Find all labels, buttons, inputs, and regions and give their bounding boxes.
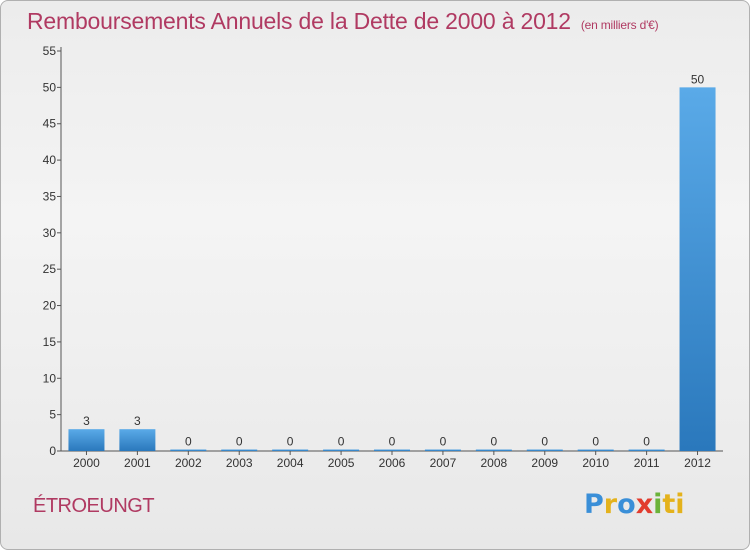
x-tick-label: 2003 (226, 456, 253, 470)
x-tick-label: 2010 (582, 456, 609, 470)
bar-value-label: 3 (83, 414, 90, 428)
bar (170, 449, 207, 451)
x-tick-label: 2012 (684, 456, 711, 470)
logo-letter: ti (662, 489, 685, 520)
x-tick-label: 2008 (480, 456, 507, 470)
bar (475, 449, 512, 451)
bar-value-label: 50 (691, 72, 705, 86)
bar (323, 449, 360, 451)
bar (221, 449, 258, 451)
y-tick-label: 50 (43, 80, 57, 94)
chart-unit: (en milliers d'€) (580, 18, 659, 32)
commune-name: ÉTROEUNGT (33, 495, 155, 517)
bar-value-label: 0 (287, 435, 294, 449)
logo-letter: o (617, 489, 636, 520)
y-tick-label: 40 (43, 153, 57, 167)
bar-value-label: 0 (643, 435, 650, 449)
bar-value-label: 0 (185, 435, 192, 449)
chart-title-text: Remboursements Annuels de la Dette de 20… (27, 8, 571, 34)
y-tick-label: 45 (43, 117, 57, 131)
proxiti-logo: Proxiti (584, 489, 685, 520)
y-tick-label: 30 (43, 226, 57, 240)
bar-value-label: 0 (389, 435, 396, 449)
x-tick-label: 2005 (328, 456, 355, 470)
logo-letter: i (653, 489, 663, 520)
y-tick-label: 25 (43, 262, 57, 276)
x-tick-label: 2000 (73, 456, 100, 470)
bar (119, 429, 156, 451)
x-tick-label: 2002 (175, 456, 202, 470)
bar-value-label: 0 (541, 435, 548, 449)
bar (68, 429, 105, 451)
bar (577, 449, 614, 451)
y-tick-label: 10 (43, 371, 57, 385)
x-tick-label: 2004 (277, 456, 304, 470)
y-tick-label: 0 (49, 444, 56, 458)
bar-value-label: 0 (592, 435, 599, 449)
y-tick-label: 35 (43, 189, 57, 203)
bar (679, 87, 716, 451)
x-tick-label: 2006 (379, 456, 406, 470)
y-tick-label: 15 (43, 335, 57, 349)
logo-letter: x (635, 489, 654, 520)
bar-value-label: 0 (236, 435, 243, 449)
bar-value-label: 0 (338, 435, 345, 449)
bar-value-label: 3 (134, 414, 141, 428)
x-tick-label: 2007 (430, 456, 457, 470)
y-tick-label: 20 (43, 299, 57, 313)
bar (628, 449, 665, 451)
bar-value-label: 0 (440, 435, 447, 449)
bar (272, 449, 309, 451)
x-tick-label: 2011 (634, 456, 660, 470)
chart-title: Remboursements Annuels de la Dette de 20… (27, 8, 659, 35)
logo-letter: P (584, 489, 604, 520)
bar (374, 449, 410, 451)
logo-letter: r (603, 489, 618, 520)
bar (424, 449, 461, 451)
y-tick-label: 5 (49, 408, 56, 422)
bar (526, 449, 563, 451)
x-tick-label: 2001 (124, 456, 151, 470)
x-tick-label: 2009 (531, 456, 558, 470)
bar-value-label: 0 (491, 435, 498, 449)
y-tick-label: 55 (43, 44, 57, 58)
